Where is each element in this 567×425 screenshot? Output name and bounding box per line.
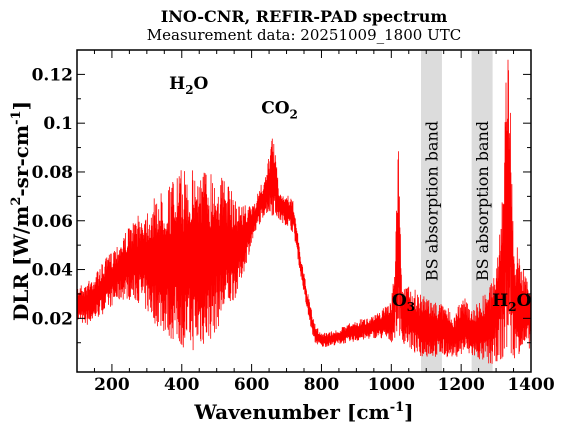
species-label-3: H2O: [492, 291, 531, 314]
spectrum-trace: [77, 59, 531, 364]
y-tick-label-3: 0.08: [32, 163, 73, 183]
x-tick-label-3: 800: [304, 375, 340, 395]
species-label-2: O3: [392, 291, 415, 314]
y-tick-label-2: 0.06: [32, 212, 73, 232]
x-axis-title: Wavenumber [cm-1]: [193, 400, 413, 424]
band-label-1: BS absorption band: [473, 121, 492, 281]
x-tick-label-2: 600: [234, 375, 270, 395]
chart-subtitle: Measurement data: 20251009_1800 UTC: [147, 26, 461, 44]
chart-title: INO-CNR, REFIR-PAD spectrum: [161, 7, 448, 26]
x-tick-label-4: 1000: [368, 375, 415, 395]
y-tick-label-0: 0.02: [32, 309, 73, 329]
absorption-bands: BS absorption band BS absorption band: [420, 50, 493, 372]
y-axis-title: DLR [W/m2-sr-cm-1]: [9, 101, 33, 321]
absorption-band-1: [471, 50, 493, 372]
y-tick-label-4: 0.1: [43, 114, 73, 134]
species-label-0: H2O: [169, 74, 208, 97]
spectrum-series-line: [77, 59, 531, 364]
y-tick-label-1: 0.04: [32, 261, 74, 281]
x-tick-label-5: 1200: [437, 375, 484, 395]
species-annotations: H2O CO2 O3 H2O: [169, 74, 531, 314]
x-tick-label-6: 1400: [507, 375, 554, 395]
band-label-0: BS absorption band: [422, 121, 441, 281]
species-label-1: CO2: [261, 98, 298, 121]
x-tick-label-1: 400: [164, 375, 200, 395]
x-tick-label-0: 200: [94, 375, 130, 395]
absorption-band-0: [420, 50, 442, 372]
axis-ticks: 200 400 600 800 1000 1200 1400 0.02 0.04 0.06 0.08…: [32, 49, 555, 395]
y-tick-label-5: 0.12: [32, 65, 73, 85]
